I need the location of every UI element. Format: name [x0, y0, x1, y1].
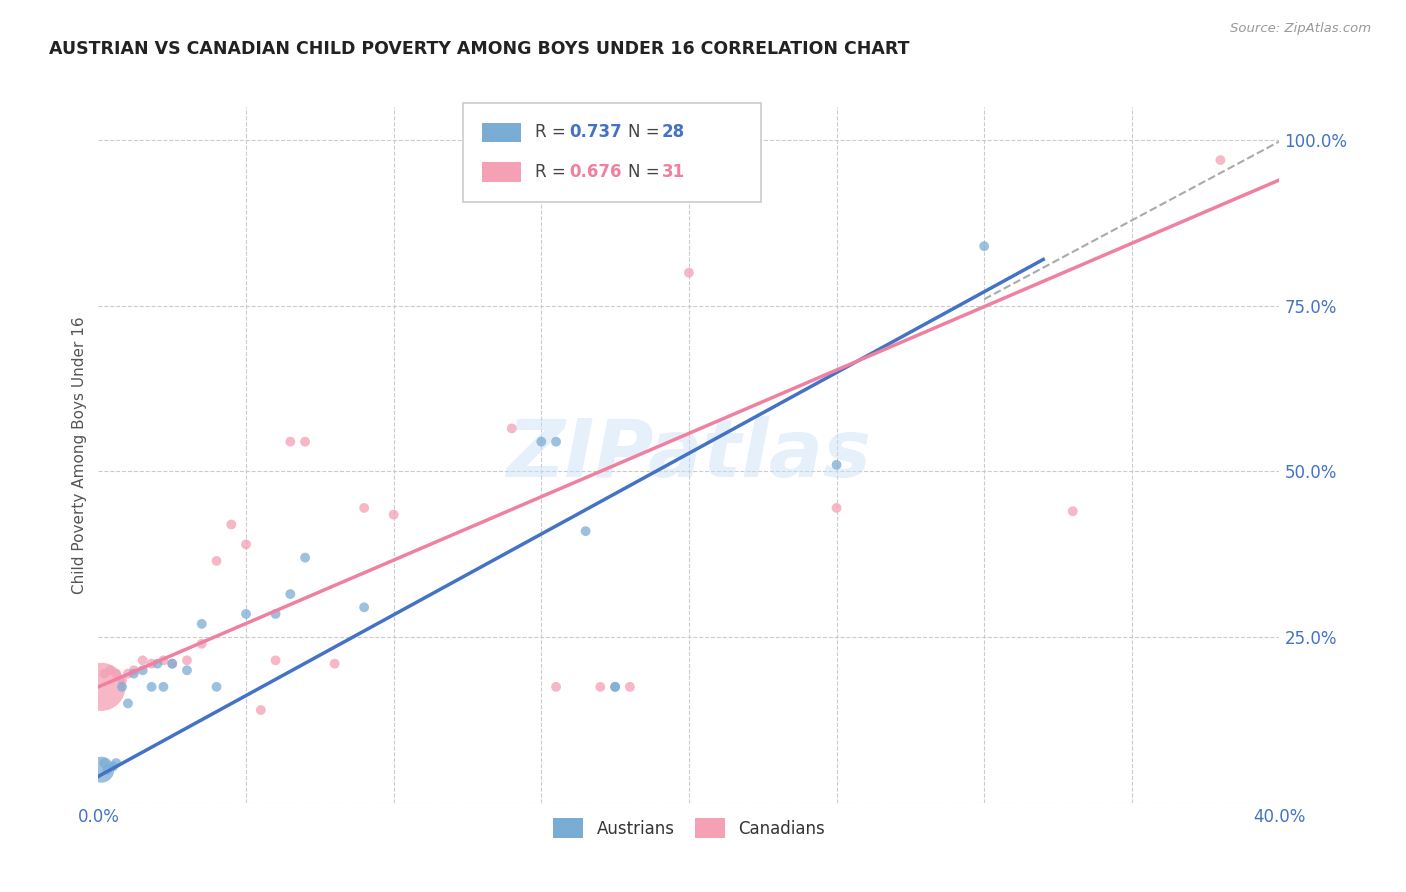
Text: 28: 28	[662, 123, 685, 141]
Point	[105, 666, 128, 681]
Point	[205, 554, 228, 568]
Point	[530, 434, 553, 449]
Y-axis label: Child Poverty Among Boys Under 16: Child Poverty Among Boys Under 16	[72, 316, 87, 594]
Point	[90, 763, 112, 777]
Point	[205, 680, 228, 694]
Point	[122, 666, 145, 681]
Point	[1062, 504, 1084, 518]
Point	[678, 266, 700, 280]
Legend: Austrians, Canadians: Austrians, Canadians	[546, 810, 832, 847]
Point	[353, 500, 375, 515]
Point	[152, 653, 174, 667]
Point	[575, 524, 598, 538]
Point	[117, 697, 139, 711]
Text: 0.737: 0.737	[569, 123, 621, 141]
Point	[589, 680, 612, 694]
Point	[235, 607, 257, 621]
Point	[1209, 153, 1232, 167]
Point	[176, 653, 198, 667]
Point	[264, 607, 287, 621]
Text: N =: N =	[628, 123, 665, 141]
Point	[152, 680, 174, 694]
Text: 31: 31	[662, 163, 685, 181]
Point	[264, 653, 287, 667]
Point	[294, 434, 316, 449]
Point	[825, 500, 848, 515]
Point	[280, 587, 302, 601]
Point	[546, 434, 568, 449]
Point	[619, 680, 641, 694]
Point	[605, 680, 627, 694]
Point	[98, 663, 121, 677]
Point	[501, 421, 523, 435]
Point	[132, 653, 155, 667]
Text: N =: N =	[628, 163, 665, 181]
Point	[103, 759, 125, 773]
Text: R =: R =	[536, 163, 571, 181]
Text: AUSTRIAN VS CANADIAN CHILD POVERTY AMONG BOYS UNDER 16 CORRELATION CHART: AUSTRIAN VS CANADIAN CHILD POVERTY AMONG…	[49, 40, 910, 58]
Point	[294, 550, 316, 565]
Point	[93, 666, 115, 681]
Point	[546, 680, 568, 694]
Text: ZIPatlas: ZIPatlas	[506, 416, 872, 494]
Point	[90, 680, 112, 694]
Point	[235, 537, 257, 551]
Point	[162, 657, 183, 671]
Point	[141, 680, 163, 694]
Point	[191, 637, 214, 651]
Point	[105, 756, 128, 770]
Point	[323, 657, 346, 671]
Point	[117, 666, 139, 681]
Point	[162, 657, 183, 671]
Point	[93, 756, 115, 770]
Point	[382, 508, 405, 522]
Point	[280, 434, 302, 449]
Text: 0.676: 0.676	[569, 163, 621, 181]
Point	[146, 657, 169, 671]
Text: R =: R =	[536, 123, 571, 141]
Point	[122, 663, 145, 677]
Point	[191, 616, 214, 631]
Point	[973, 239, 995, 253]
Point	[111, 673, 134, 688]
Point	[111, 680, 134, 694]
Point	[176, 663, 198, 677]
Point	[141, 657, 163, 671]
Point	[132, 663, 155, 677]
Point	[221, 517, 243, 532]
Point	[250, 703, 273, 717]
Text: Source: ZipAtlas.com: Source: ZipAtlas.com	[1230, 22, 1371, 36]
Point	[96, 763, 118, 777]
Point	[825, 458, 848, 472]
Point	[605, 680, 627, 694]
Point	[353, 600, 375, 615]
